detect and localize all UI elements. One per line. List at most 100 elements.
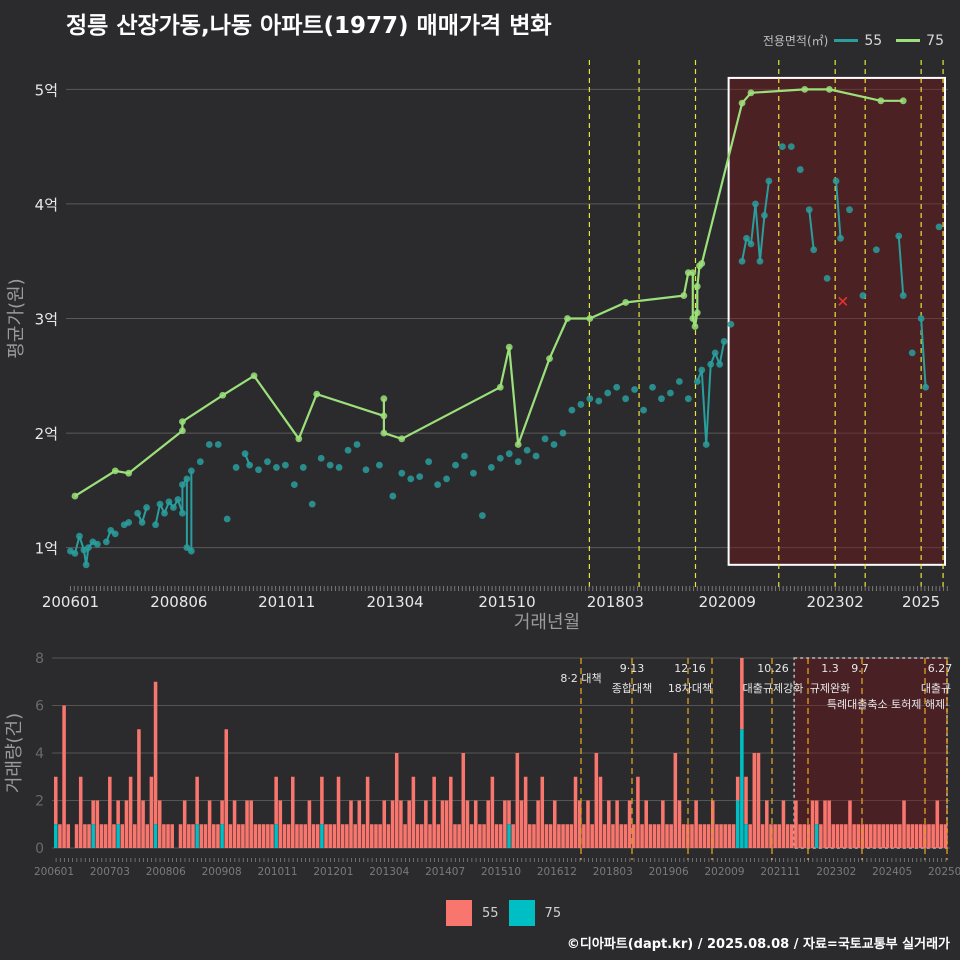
bar-55: [66, 824, 71, 848]
data-point-55: [326, 461, 334, 469]
bar-55: [740, 658, 744, 730]
bar-55: [777, 824, 782, 848]
bar-55: [320, 776, 324, 825]
x-tick-label: 201304: [366, 593, 423, 611]
bar-55: [403, 824, 407, 848]
data-point-55: [138, 519, 146, 526]
bar-55: [656, 824, 661, 848]
bar-55: [166, 824, 170, 848]
bar-55: [906, 824, 910, 848]
data-point-75: [825, 85, 833, 93]
bar-55: [299, 824, 303, 848]
bar-55: [370, 824, 374, 848]
series-segment-55: [758, 215, 766, 262]
data-point-55: [604, 389, 612, 397]
data-point-55: [899, 292, 907, 299]
bar-55: [652, 824, 657, 848]
bar-55: [407, 800, 411, 848]
data-point-55: [273, 464, 280, 471]
bar-x-tick-label: 202507: [928, 866, 960, 878]
bar-55: [282, 824, 287, 848]
legend-box-55: [446, 900, 472, 926]
bar-55: [577, 800, 582, 848]
series-segment-55: [700, 369, 708, 445]
bar-55: [698, 824, 703, 848]
bar-55: [523, 776, 528, 848]
data-point-55: [667, 389, 674, 397]
data-point-55: [170, 504, 177, 511]
bar-55: [440, 800, 445, 848]
bar-55: [128, 776, 133, 848]
bar-55: [216, 824, 220, 848]
x-tick-label: 201510: [478, 593, 535, 611]
bar-55: [228, 824, 233, 848]
bar-x-tick-label: 202302: [816, 866, 856, 878]
data-point-55: [76, 532, 83, 540]
bar-55: [303, 824, 308, 848]
data-point-55: [205, 441, 213, 448]
bar-55: [719, 824, 723, 848]
data-point-55: [362, 466, 370, 474]
data-point-55: [846, 206, 853, 214]
bar-55: [382, 800, 387, 848]
data-point-55: [152, 521, 159, 529]
data-point-55: [196, 458, 204, 466]
bar-y-tick-label: 0: [35, 841, 44, 857]
data-point-55: [832, 177, 840, 185]
data-point-55: [102, 538, 110, 546]
data-point-55: [264, 458, 271, 466]
data-point-75: [564, 315, 571, 322]
bar-55: [473, 800, 478, 848]
bar-55: [864, 824, 869, 848]
data-point-55: [425, 458, 433, 466]
data-point-55: [344, 446, 352, 454]
data-point-55: [541, 435, 549, 443]
bar-55: [507, 800, 511, 825]
data-point-55: [496, 454, 504, 462]
bar-55: [735, 776, 740, 801]
data-point-75: [219, 391, 227, 399]
legend-title: 전용면적(㎡): [762, 34, 829, 48]
bar-55: [295, 824, 299, 848]
bar-55: [528, 824, 532, 848]
bar-55: [544, 824, 549, 848]
bar-55: [918, 824, 923, 848]
data-point-55: [550, 441, 558, 448]
bar-55: [636, 776, 640, 848]
series-segment-55: [835, 180, 842, 239]
bar-55: [149, 776, 154, 848]
bar-55: [220, 800, 224, 825]
policy-annotation: 9·13: [620, 662, 645, 675]
bar-55: [461, 753, 466, 848]
data-point-55: [461, 452, 468, 460]
series-segment-55: [750, 203, 757, 245]
bar-55: [257, 824, 262, 848]
data-point-55: [478, 512, 486, 519]
policy-annotation: 9.7: [851, 662, 869, 675]
policy-annotation: 종합대책: [612, 682, 652, 695]
data-point-55: [532, 452, 540, 460]
bar-55: [598, 776, 603, 848]
data-point-55: [174, 496, 182, 503]
bar-55: [710, 800, 715, 848]
bar-55: [511, 824, 515, 848]
bar-55: [569, 824, 574, 848]
bar-55: [823, 800, 827, 848]
bar-55: [785, 824, 790, 848]
bar-y-axis-title: 거래량(건): [4, 713, 25, 793]
bar-55: [361, 824, 366, 848]
bar-55: [552, 800, 557, 848]
bar-75: [740, 729, 744, 848]
data-point-55: [716, 360, 724, 368]
bar-55: [187, 824, 191, 848]
data-point-75: [71, 492, 79, 500]
data-point-55: [787, 143, 795, 151]
bar-55: [428, 824, 432, 848]
series-segment-55: [920, 318, 927, 388]
data-point-75: [380, 412, 388, 420]
data-point-75: [250, 372, 258, 380]
data-point-55: [935, 223, 943, 231]
bar-55: [648, 824, 653, 848]
bar-55: [266, 824, 270, 848]
bar-55: [83, 824, 87, 848]
